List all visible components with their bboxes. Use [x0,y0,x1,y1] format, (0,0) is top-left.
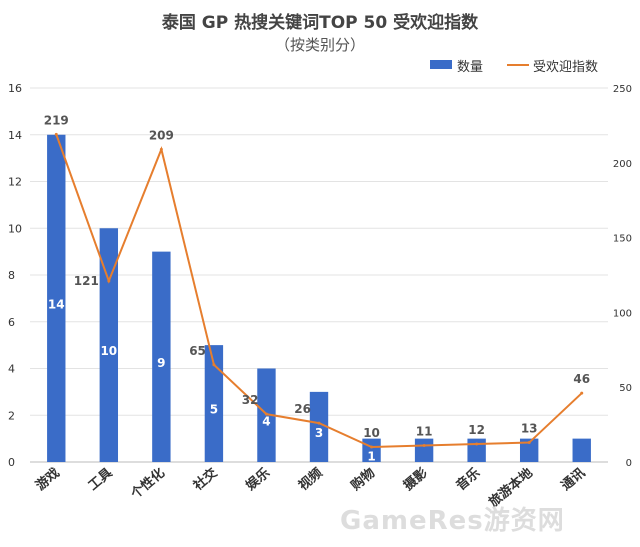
y-left-tick-label: 0 [8,456,15,469]
bar-value-label: 9 [157,356,165,370]
bar-value-label: 4 [262,414,270,428]
line-point [475,442,479,446]
y-left-tick-label: 10 [8,222,22,235]
y-left-tick-label: 4 [8,363,15,376]
x-tick-label: 工具 [86,466,116,494]
x-tick-label: 购物 [348,465,378,494]
bar-value-label: 5 [210,403,218,417]
bar-value-label: 10 [100,344,117,358]
line-value-label: 26 [294,402,311,416]
bar-value-label: 3 [315,426,323,440]
line-point [159,147,163,151]
bar [414,438,434,462]
line-point [317,421,321,425]
bar [47,134,66,462]
line-point [107,279,111,283]
bar-value-label: 1 [367,449,375,463]
legend-label-bar: 数量 [457,60,484,75]
watermark: GameRes游资网 [340,506,565,536]
line-point [54,132,58,136]
chart-subtitle: （按类别分） [274,36,365,54]
y-right-tick-label: 100 [613,308,632,319]
bar-value-label: 14 [48,297,65,311]
bar [99,228,119,462]
y-left-tick-label: 8 [8,269,15,282]
line-point [264,412,268,416]
y-left-tick-label: 2 [8,409,15,422]
y-right-tick-label: 150 [613,234,632,245]
legend-swatch-bar [430,60,452,69]
x-tick-label: 社交 [190,465,221,495]
x-tick-label: 视频 [295,465,325,494]
bar [572,438,591,462]
line-value-label: 219 [44,113,69,127]
y-right-tick-label: 200 [613,159,632,170]
bar [519,438,539,462]
line-value-label: 65 [189,344,206,358]
line-value-label: 46 [573,372,590,386]
legend: 数量 受欢迎指数 [400,56,636,75]
x-tick-label: 个性化 [127,465,168,503]
x-tick-label: 娱乐 [243,465,273,494]
legend-label-line: 受欢迎指数 [533,60,599,75]
x-tick-label: 游戏 [33,465,63,494]
y-right-tick-label: 250 [613,84,632,95]
bar [467,438,486,462]
chart-title: 泰国 GP 热搜关键词TOP 50 受欢迎指数 [161,13,479,33]
y-right-tick-label: 0 [626,458,632,469]
line-value-label: 10 [363,426,380,440]
line-value-label: 11 [416,425,433,439]
line-value-label: 12 [468,423,485,437]
y-left-tick-label: 16 [8,82,22,95]
line-value-label: 32 [242,393,259,407]
x-tick-label: 通讯 [558,465,588,494]
y-right-tick-label: 50 [619,383,632,394]
line-point [212,363,216,367]
line-value-label: 209 [149,128,174,142]
legend-swatch-line [507,64,529,66]
bar [152,251,171,462]
y-left-tick-label: 14 [8,129,22,142]
x-tick-label: 音乐 [453,465,483,494]
line-point [370,445,374,449]
line-point [527,441,531,445]
line-point [422,444,426,448]
y-left-tick-label: 12 [8,176,22,189]
line-value-label: 121 [74,274,99,288]
line-point [580,391,584,395]
line-value-label: 13 [521,422,538,436]
y-left-tick-label: 6 [8,316,15,329]
x-tick-label: 摄影 [400,465,430,494]
bar [204,345,224,462]
bar [309,391,329,462]
